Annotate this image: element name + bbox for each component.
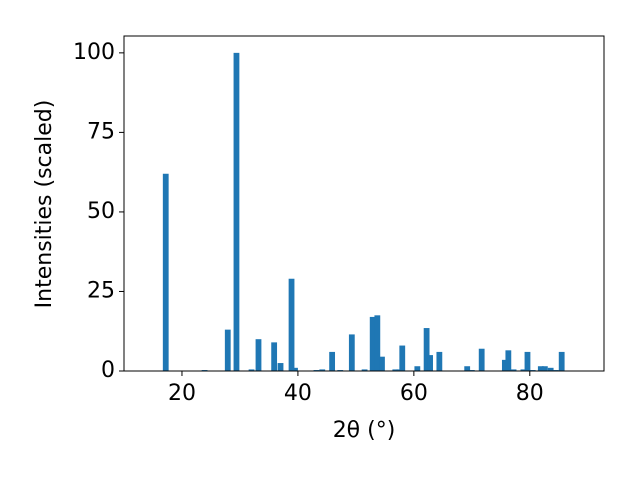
bar	[224, 329, 231, 371]
bar	[277, 363, 284, 371]
bar	[392, 369, 399, 371]
bar	[478, 348, 485, 371]
x-tick-label: 60	[400, 381, 428, 406]
x-axis-label: 2θ (°)	[333, 418, 396, 443]
bar	[501, 359, 508, 371]
bar	[464, 366, 471, 371]
bar	[558, 351, 565, 371]
bar	[162, 173, 169, 371]
bar	[271, 342, 278, 371]
y-tick-label: 100	[73, 40, 115, 65]
x-tick-label: 20	[168, 381, 196, 406]
bar	[292, 367, 298, 371]
x-tick-label: 80	[516, 381, 544, 406]
bar	[537, 366, 544, 371]
plot-frame	[123, 35, 605, 372]
bar	[547, 367, 554, 371]
bar	[248, 369, 255, 371]
bar	[329, 351, 336, 371]
bar	[414, 366, 421, 371]
y-axis-label: Intensities (scaled)	[32, 100, 57, 309]
bar	[427, 355, 433, 371]
bar	[379, 356, 385, 371]
y-tick-label: 25	[87, 278, 115, 303]
bar	[541, 366, 548, 371]
y-tick-label: 75	[87, 119, 115, 144]
x-tick-label: 40	[284, 381, 312, 406]
bar	[520, 369, 527, 371]
bar	[510, 369, 517, 371]
bar	[524, 351, 531, 371]
bar	[374, 315, 381, 371]
bar	[319, 369, 326, 371]
bar	[436, 351, 443, 371]
bar	[288, 278, 295, 371]
bar	[423, 328, 430, 371]
bar	[399, 345, 406, 371]
bar	[361, 369, 368, 371]
bar	[255, 339, 262, 371]
y-tick-label: 50	[87, 199, 115, 224]
bar	[233, 52, 240, 371]
y-tick-label: 0	[101, 358, 115, 383]
bar	[348, 334, 355, 371]
bar	[369, 316, 376, 371]
bar	[505, 350, 512, 371]
